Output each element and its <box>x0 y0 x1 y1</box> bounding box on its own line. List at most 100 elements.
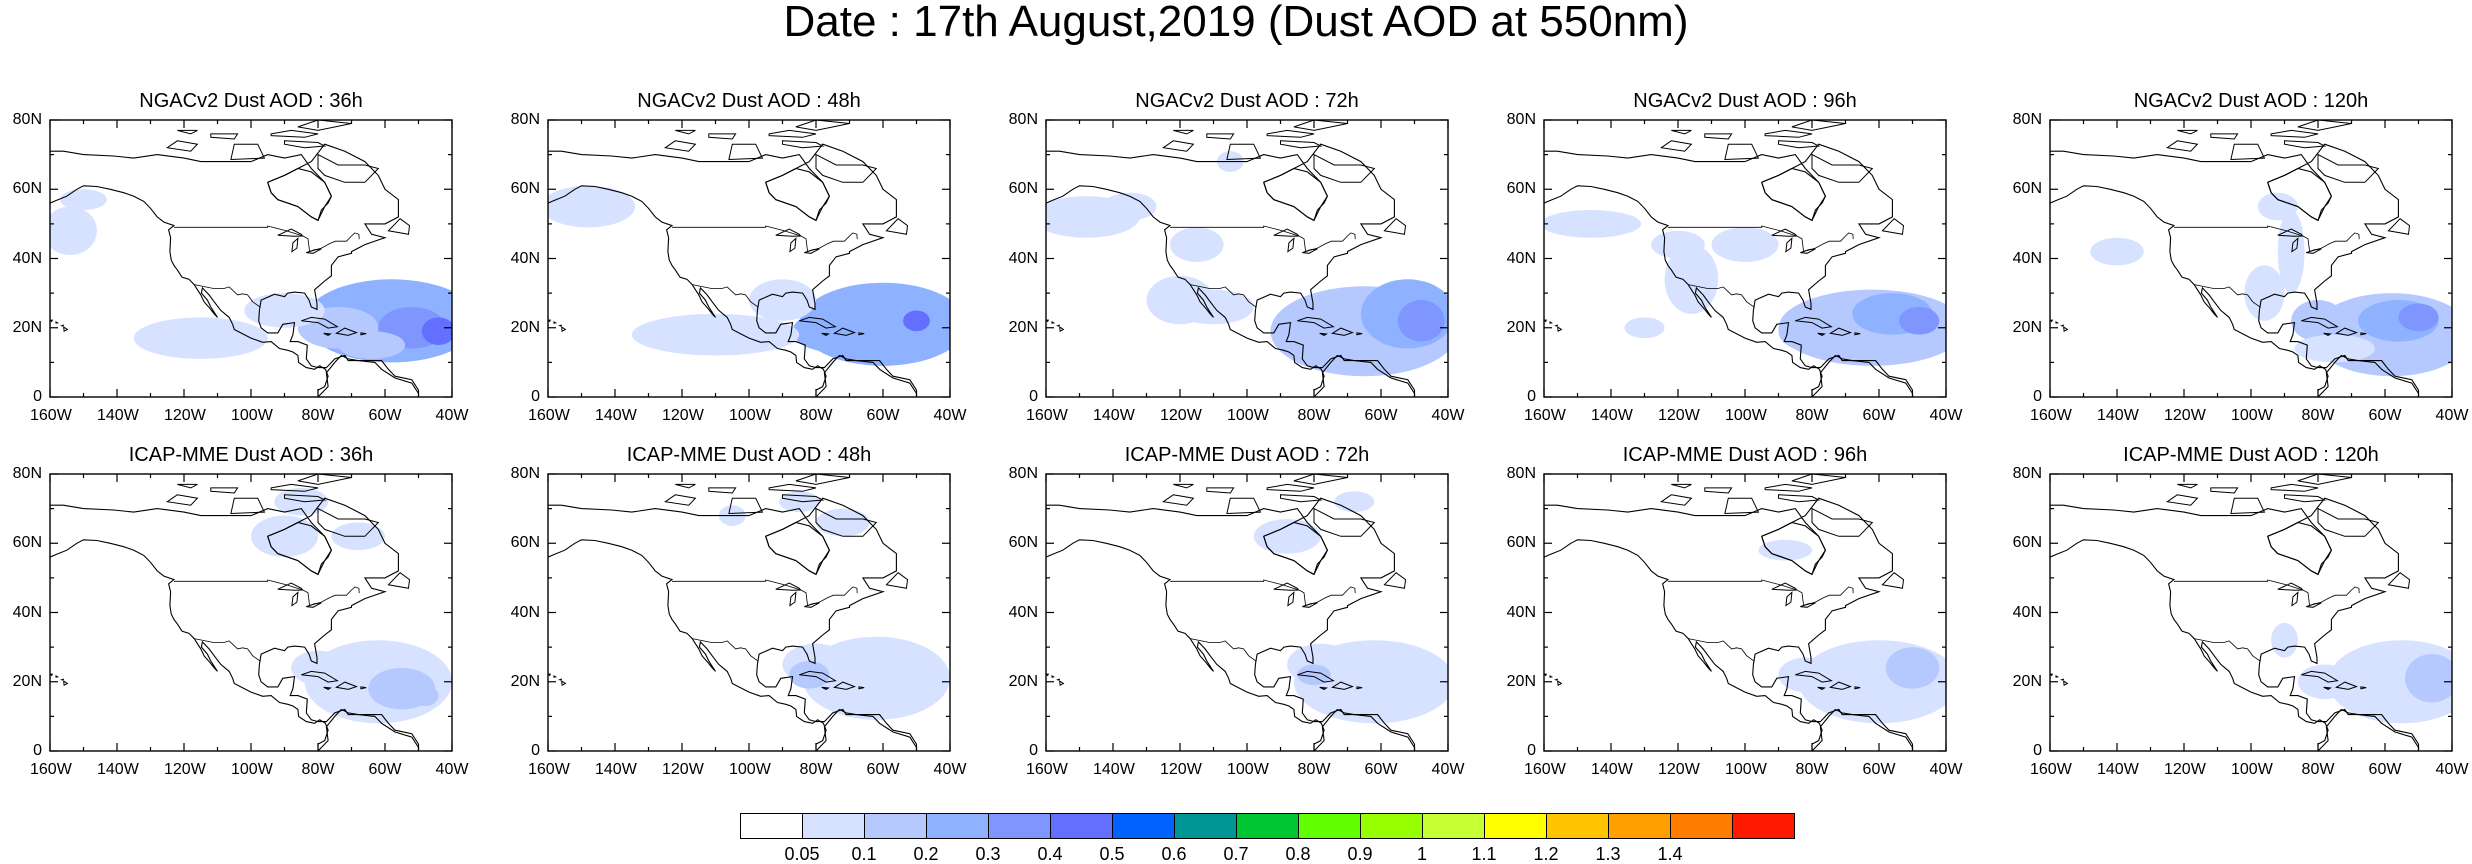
map-outline <box>1800 248 1816 254</box>
lat-tick-label: 20N <box>12 672 42 690</box>
lat-tick-label: 40N <box>510 249 540 267</box>
lon-tick-label: 40W <box>1431 407 1465 424</box>
map-outline <box>1059 326 1065 332</box>
map-outline <box>1161 140 1195 152</box>
map-outline <box>833 327 856 336</box>
map-outline <box>775 582 802 591</box>
lat-tick-label: 80N <box>2012 111 2042 128</box>
map-outline <box>2277 228 2304 237</box>
lon-tick-label: 40W <box>933 407 967 424</box>
map-outline <box>1778 494 1821 503</box>
dust-aod-area <box>2244 265 2285 321</box>
lon-tick-label: 60W <box>1862 761 1896 778</box>
map-outline <box>789 237 797 253</box>
lon-tick-label: 100W <box>1227 761 1269 778</box>
lon-tick-label: 140W <box>97 407 139 424</box>
map-outline <box>1671 483 1692 489</box>
map-outline <box>1785 237 1793 253</box>
map-outline <box>387 218 411 235</box>
map-outline <box>2360 332 2367 336</box>
dust-aod-area <box>1544 210 1642 238</box>
map-outline <box>1764 483 1813 492</box>
lat-tick-label: 0 <box>1527 388 1536 405</box>
colorbar-swatch <box>1732 813 1795 839</box>
map-outline <box>1059 680 1065 686</box>
map-outline <box>799 670 837 683</box>
dust-aod-area <box>1169 227 1224 262</box>
map-outline <box>548 673 552 677</box>
map-panel <box>1543 473 1947 752</box>
panel-title: ICAP-MME Dust AOD : 36h <box>128 444 374 466</box>
dust-aod-area <box>2271 622 2298 658</box>
dust-aod-area <box>1334 491 1375 513</box>
map-outline <box>284 140 327 149</box>
map-outline <box>1266 129 1315 138</box>
map-outline <box>1687 638 1755 662</box>
map-outline <box>335 681 358 690</box>
map-outline <box>765 521 831 576</box>
map-outline <box>885 218 909 235</box>
lat-tick-label: 0 <box>1029 742 1038 759</box>
dust-aod-area <box>50 206 97 256</box>
lat-tick-label: 20N <box>2012 672 2042 690</box>
map-outline <box>2317 507 2380 537</box>
map-outline <box>2055 321 2060 324</box>
map-outline <box>1761 167 1827 222</box>
map-outline <box>672 225 858 253</box>
colorbar-swatch <box>1670 813 1733 839</box>
map-outline <box>1356 332 1363 336</box>
map-outline <box>1795 670 1833 683</box>
dust-aod-area <box>1297 664 1331 686</box>
map-panel <box>49 119 453 398</box>
lat-tick-label: 80N <box>510 111 540 128</box>
map-outline <box>708 487 737 494</box>
map-outline <box>1811 708 1946 751</box>
dust-aod-area <box>1280 313 1361 356</box>
lon-tick-label: 120W <box>662 407 704 424</box>
lat-tick-label: 80N <box>2012 465 2042 482</box>
map-outline <box>2297 120 2352 131</box>
lat-tick-label: 80N <box>12 111 42 128</box>
map-outline <box>2284 140 2327 149</box>
map-outline <box>768 483 817 492</box>
map-outline <box>1056 678 1061 681</box>
lat-tick-label: 60N <box>12 534 42 552</box>
lat-tick-label: 20N <box>510 318 540 336</box>
map-outline <box>2317 354 2452 397</box>
panel-title: NGACv2 Dust AOD : 36h <box>139 90 363 112</box>
map-outline <box>306 248 322 254</box>
map-outline <box>1302 248 1318 254</box>
colorbar-tick-label: 0.3 <box>975 844 1001 864</box>
map-outline <box>277 228 304 237</box>
map-outline <box>765 167 831 222</box>
map-outline <box>1817 686 1826 690</box>
lon-tick-label: 40W <box>435 407 469 424</box>
map-outline <box>1226 497 1262 515</box>
lat-tick-label: 20N <box>1008 672 1038 690</box>
lat-tick-label: 60N <box>1008 534 1038 552</box>
map-outline <box>2323 686 2332 690</box>
lon-tick-label: 80W <box>2301 407 2335 424</box>
lon-tick-label: 40W <box>1929 407 1963 424</box>
lon-tick-label: 60W <box>1364 407 1398 424</box>
colorbar-tick-label: 0.5 <box>1099 844 1125 864</box>
lon-tick-label: 140W <box>1591 407 1633 424</box>
map-outline <box>60 324 65 327</box>
map-outline <box>2317 153 2380 183</box>
map-outline <box>1811 354 1946 397</box>
map-outline <box>795 120 850 131</box>
map-outline <box>708 133 737 140</box>
map-outline <box>2360 686 2367 690</box>
map-outline <box>1263 521 1329 576</box>
map-panel <box>1045 473 1449 752</box>
map-outline <box>821 686 830 690</box>
lon-tick-label: 120W <box>164 407 206 424</box>
panel-title: NGACv2 Dust AOD : 72h <box>1135 90 1359 112</box>
map-outline <box>1854 686 1861 690</box>
dust-aod-area <box>548 185 636 228</box>
lat-tick-label: 60N <box>510 180 540 198</box>
map-outline <box>165 494 199 506</box>
map-panel <box>2049 119 2453 398</box>
map-outline <box>174 225 360 253</box>
lat-tick-label: 40N <box>1008 249 1038 267</box>
